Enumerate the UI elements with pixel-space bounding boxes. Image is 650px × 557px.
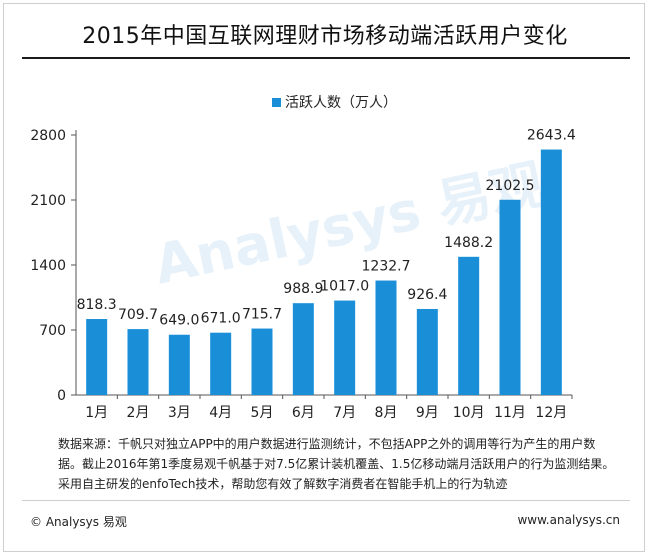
legend-swatch	[272, 97, 281, 107]
data-label: 1017.0	[320, 279, 369, 295]
bar	[499, 199, 521, 395]
bar	[168, 334, 190, 395]
data-label: 715.7	[242, 307, 282, 323]
data-label: 926.4	[407, 287, 447, 303]
bar	[127, 329, 149, 395]
data-label: 818.3	[77, 297, 117, 313]
bar	[292, 303, 314, 395]
x-tick-label: 2月	[127, 405, 150, 421]
data-label: 2102.5	[486, 178, 535, 194]
x-tick-label: 10月	[453, 405, 485, 421]
bar	[375, 280, 397, 395]
bar	[86, 319, 108, 395]
x-tick-label: 6月	[292, 405, 315, 421]
legend-label: 活跃人数（万人）	[285, 95, 397, 111]
bar	[251, 328, 273, 395]
footer-copyright: © Analysys 易观	[30, 515, 127, 529]
data-label: 671.0	[201, 311, 241, 327]
x-tick-label: 4月	[209, 405, 232, 421]
x-tick-label: 11月	[494, 405, 526, 421]
x-tick-label: 1月	[85, 405, 108, 421]
y-tick-label: 0	[57, 388, 66, 404]
bar	[210, 332, 232, 395]
x-tick-label: 12月	[535, 405, 567, 421]
x-tick-label: 3月	[168, 405, 191, 421]
data-label: 649.0	[159, 313, 199, 329]
x-tick-label: 7月	[333, 405, 356, 421]
bar	[540, 149, 562, 395]
bar	[416, 308, 438, 395]
x-tick-label: 5月	[251, 405, 274, 421]
y-tick-label: 2100	[30, 193, 66, 209]
y-tick-label: 700	[39, 323, 66, 339]
y-tick-label: 2800	[30, 128, 66, 144]
source-note: 数据来源：千帆只对独立APP中的用户数据进行监测统计，不包括APP之外的调用等行…	[58, 437, 615, 491]
data-label: 709.7	[118, 307, 158, 323]
data-label: 1488.2	[444, 235, 493, 251]
y-tick-label: 1400	[30, 258, 66, 274]
bar	[334, 300, 356, 395]
chart-legend: 活跃人数（万人）	[272, 92, 397, 111]
data-label: 988.9	[283, 281, 323, 297]
chart-frame	[3, 3, 645, 552]
chart-title: 2015年中国互联网理财市场移动端活跃用户变化	[82, 24, 568, 49]
data-label: 1232.7	[362, 259, 411, 275]
data-label: 2643.4	[527, 128, 576, 144]
x-tick-label: 8月	[375, 405, 398, 421]
footer-divider	[22, 500, 630, 501]
footer-url: www.analysys.cn	[517, 513, 620, 527]
title-divider	[22, 57, 630, 59]
x-tick-label: 9月	[416, 405, 439, 421]
bar	[458, 256, 480, 395]
